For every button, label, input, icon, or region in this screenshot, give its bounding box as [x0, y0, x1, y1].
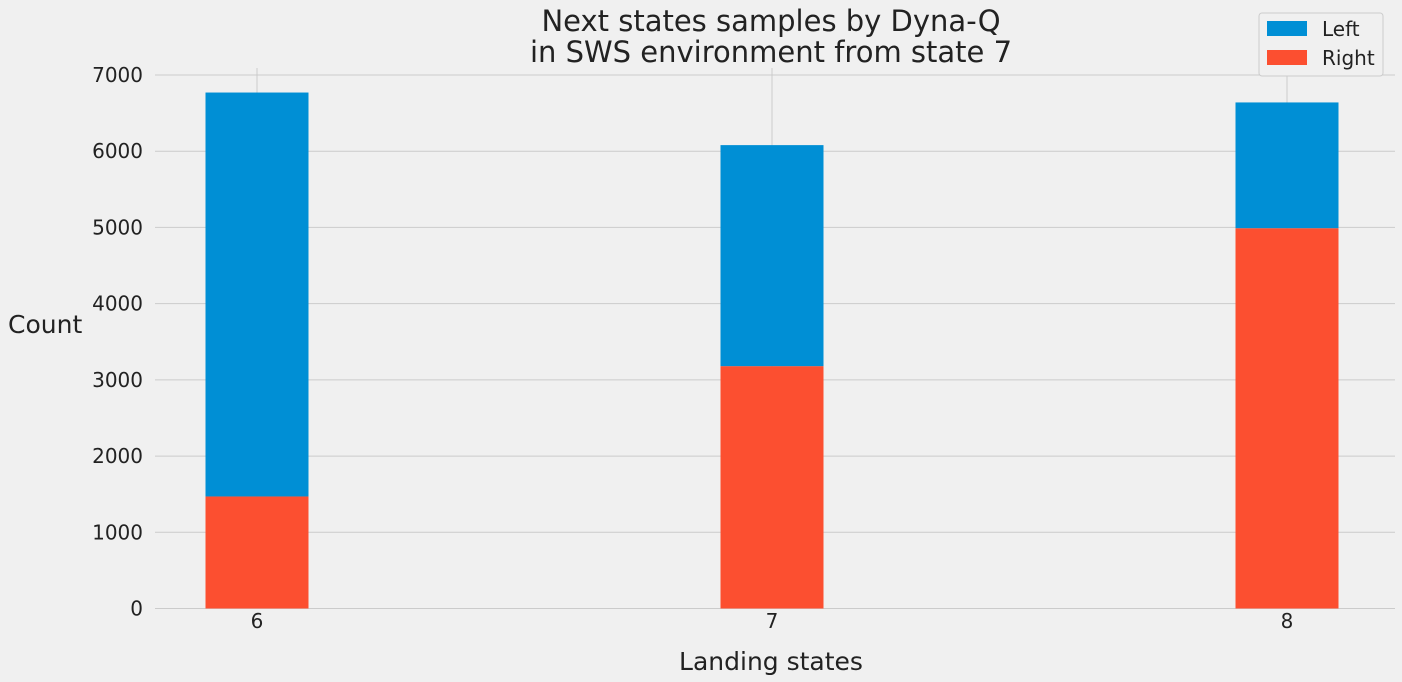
y-tick-label: 4000 [92, 292, 143, 316]
y-tick-label: 2000 [92, 444, 143, 468]
bar-right-7 [720, 366, 824, 609]
x-tick-label: 6 [251, 609, 264, 633]
bars [205, 92, 1339, 609]
bar-left-7 [720, 145, 824, 367]
x-tick-label: 8 [1281, 609, 1294, 633]
tick-labels: 0 1000 2000 3000 4000 5000 6000 7000 6 7 8 [92, 63, 1293, 633]
y-axis-label: Count [8, 310, 82, 339]
bar-right-8 [1235, 228, 1339, 609]
bar-left-8 [1235, 102, 1339, 229]
legend: Left Right [1258, 12, 1384, 77]
y-tick-label: 6000 [92, 139, 143, 163]
y-tick-label: 1000 [92, 520, 143, 544]
bar-right-6 [205, 496, 309, 609]
y-tick-label: 3000 [92, 368, 143, 392]
legend-label-right: Right [1322, 46, 1375, 70]
x-tick-label: 7 [766, 609, 779, 633]
legend-label-left: Left [1322, 17, 1360, 41]
y-tick-label: 5000 [92, 215, 143, 239]
y-tick-label: 7000 [92, 63, 143, 87]
chart-title-line-1: Next states samples by Dyna-Q [541, 4, 1000, 38]
bar-left-6 [205, 92, 309, 497]
chart-title-line-2: in SWS environment from state 7 [530, 35, 1012, 69]
x-axis-label: Landing states [679, 647, 863, 676]
legend-swatch-left [1267, 21, 1307, 36]
y-tick-label: 0 [130, 597, 143, 621]
legend-swatch-right [1267, 50, 1307, 65]
